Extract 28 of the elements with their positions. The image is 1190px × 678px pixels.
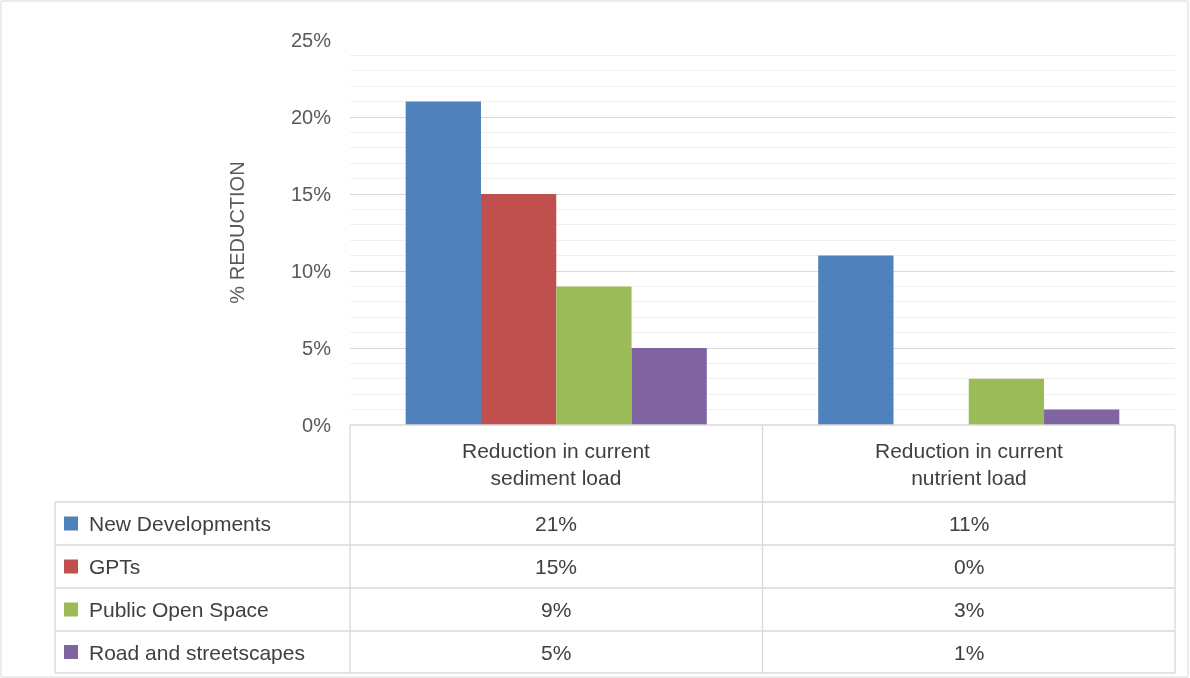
bar (1044, 409, 1120, 425)
y-tick-label: 10% (290, 260, 332, 282)
data-label: 21% (535, 512, 578, 535)
data-label: 11% (949, 512, 990, 535)
legend-label: Public Open Space (89, 598, 269, 621)
bar (818, 255, 894, 425)
legend-label: Road and streetscapes (89, 641, 305, 664)
legend-label: New Developments (89, 512, 272, 535)
data-label: 9% (541, 598, 572, 621)
data-label: 0% (954, 555, 985, 578)
y-axis-title: % REDUCTION (226, 161, 249, 304)
bar (968, 378, 1045, 425)
bar (480, 194, 557, 425)
x-tick-label: Reduction in current sediment load (462, 439, 651, 490)
y-tick-label: 25% (290, 29, 332, 51)
bar (631, 348, 707, 425)
data-label: 5% (541, 641, 572, 664)
x-tick-label: Reduction in current nutrient load (875, 439, 1064, 490)
y-tick-label: 0% (302, 414, 332, 436)
y-tick-label: 20% (290, 106, 332, 128)
legend-label: GPTs (89, 555, 141, 578)
bar (405, 101, 481, 425)
y-tick-label: 5% (302, 337, 332, 359)
data-label: 15% (535, 555, 578, 578)
bar (556, 286, 632, 425)
data-label: 1% (954, 641, 985, 664)
y-tick-label: 15% (290, 183, 332, 205)
data-label: 3% (954, 598, 985, 621)
